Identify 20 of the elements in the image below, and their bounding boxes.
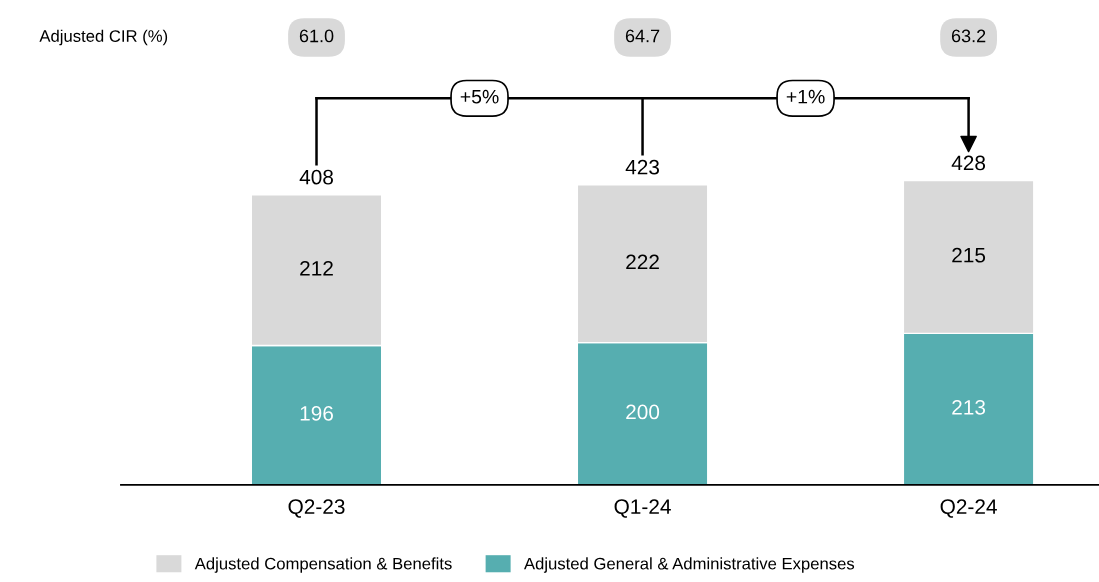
x-tick-label: Q1-24 — [614, 499, 671, 518]
text: 63.2 — [951, 29, 986, 43]
total-label: 428 — [951, 155, 986, 171]
text: +5% — [460, 89, 499, 104]
text: +1% — [786, 89, 825, 104]
data-label: 213 — [952, 399, 986, 415]
text: 61.0 — [299, 29, 334, 43]
total-label: 408 — [299, 169, 333, 185]
text: Adjusted CIR (%) — [39, 29, 168, 46]
total-label: 423 — [625, 159, 660, 175]
legend-label: Adjusted General & Administrative Expenses — [523, 557, 855, 573]
data-label: 222 — [626, 254, 659, 270]
data-label: 215 — [952, 247, 986, 263]
data-label: 212 — [300, 260, 333, 276]
data-label: 200 — [626, 404, 660, 420]
x-tick-label: Q2-23 — [288, 499, 345, 518]
data-label: 196 — [300, 405, 333, 421]
legend-label: Adjusted Compensation & Benefits — [194, 557, 452, 573]
text: 64.7 — [625, 29, 660, 43]
x-tick-label: Q2-24 — [940, 499, 997, 518]
